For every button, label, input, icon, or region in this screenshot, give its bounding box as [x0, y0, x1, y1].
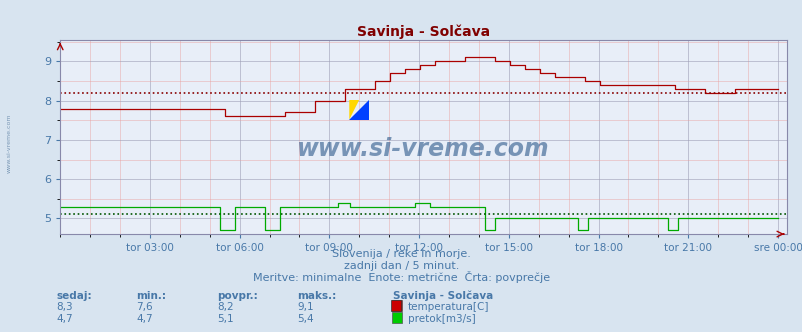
Text: min.:: min.: [136, 291, 166, 301]
Polygon shape [349, 100, 359, 120]
Text: www.si-vreme.com: www.si-vreme.com [7, 113, 12, 173]
Text: povpr.:: povpr.: [217, 291, 257, 301]
Text: 5,4: 5,4 [297, 314, 314, 324]
Text: Slovenija / reke in morje.: Slovenija / reke in morje. [332, 249, 470, 259]
Text: 8,3: 8,3 [56, 302, 73, 312]
Text: zadnji dan / 5 minut.: zadnji dan / 5 minut. [343, 261, 459, 271]
Text: 5,1: 5,1 [217, 314, 233, 324]
Text: Meritve: minimalne  Enote: metrične  Črta: povprečje: Meritve: minimalne Enote: metrične Črta:… [253, 271, 549, 283]
Text: 4,7: 4,7 [56, 314, 73, 324]
Text: www.si-vreme.com: www.si-vreme.com [297, 136, 549, 161]
Text: temperatura[C]: temperatura[C] [407, 302, 488, 312]
Text: maks.:: maks.: [297, 291, 336, 301]
Text: 4,7: 4,7 [136, 314, 153, 324]
Text: 7,6: 7,6 [136, 302, 153, 312]
Text: sedaj:: sedaj: [56, 291, 91, 301]
Text: pretok[m3/s]: pretok[m3/s] [407, 314, 475, 324]
Text: Savinja - Solčava: Savinja - Solčava [393, 290, 493, 301]
Text: 8,2: 8,2 [217, 302, 233, 312]
Bar [391, 300, 401, 311]
Text: 9,1: 9,1 [297, 302, 314, 312]
Polygon shape [349, 100, 369, 120]
Title: Savinja - Solčava: Savinja - Solčava [357, 24, 489, 39]
